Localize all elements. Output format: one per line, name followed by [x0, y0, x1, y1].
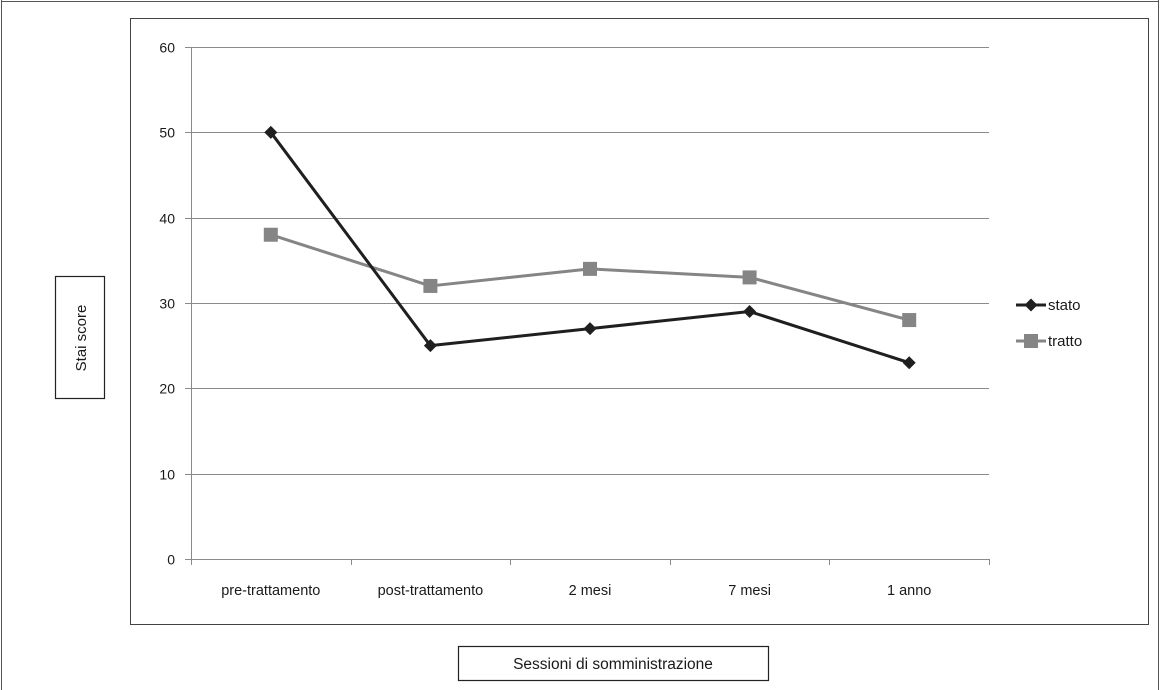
series-stato [264, 125, 916, 370]
data-point-tratto [583, 261, 597, 276]
gridlines [191, 47, 989, 475]
legend-label: stato [1048, 297, 1081, 314]
x-tick-label: post-trattamento [378, 583, 484, 599]
y-tick-label: 0 [167, 552, 175, 568]
x-tick-labels: pre-trattamento post-trattamento 2 mesi 7 m… [221, 583, 931, 599]
data-point-tratto [742, 270, 757, 285]
x-tick-label: 7 mesi [728, 583, 771, 599]
data-point-stato [583, 322, 597, 336]
axes [185, 47, 990, 565]
y-tick-label: 10 [159, 467, 175, 483]
x-tick-label: 2 mesi [569, 583, 612, 599]
legend-label: tratto [1048, 333, 1082, 350]
data-point-stato [423, 339, 437, 353]
series-tratto [263, 227, 917, 328]
y-tick-label: 20 [159, 381, 175, 397]
data-point-stato [743, 305, 757, 319]
series-line-tratto [270, 233, 910, 322]
y-tick-label: 60 [159, 40, 175, 56]
y-tick-labels: 0 10 20 30 40 50 60 [159, 40, 175, 568]
y-tick-label: 50 [159, 125, 175, 141]
plot-frame [130, 18, 1149, 625]
x-axis-label: Sessioni di somministrazione [513, 656, 713, 673]
y-tick-label: 30 [159, 296, 175, 312]
series-group [263, 125, 917, 370]
y-axis-label-box [54, 275, 106, 400]
legend-item-tratto: tratto [1016, 333, 1082, 350]
data-point-tratto [902, 313, 917, 328]
data-point-tratto [423, 278, 438, 293]
legend: stato tratto [1016, 297, 1082, 350]
y-axis-label: Stai score [73, 305, 90, 372]
data-point-tratto [263, 227, 278, 242]
legend-swatch-marker [1024, 334, 1038, 348]
x-tick-label: 1 anno [887, 583, 931, 599]
data-point-stato [902, 356, 916, 370]
x-tick-label: pre-trattamento [221, 583, 320, 599]
legend-swatch-marker [1024, 298, 1038, 312]
x-axis-label-box [457, 645, 770, 682]
y-tick-label: 40 [159, 211, 175, 227]
data-point-stato [264, 125, 278, 139]
legend-item-stato: stato [1016, 297, 1081, 314]
